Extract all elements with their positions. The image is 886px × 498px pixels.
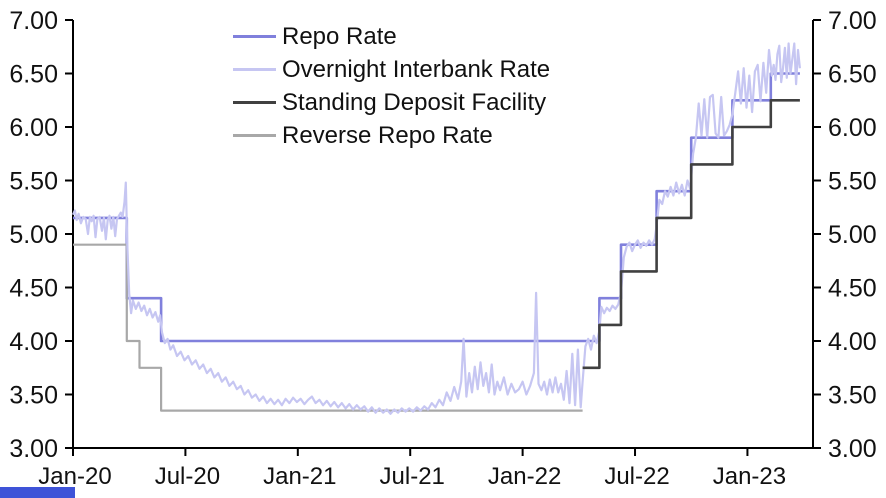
x-axis-label: Jan-20 — [38, 463, 111, 490]
y-axis-label-right: 3.00 — [828, 435, 877, 463]
x-axis-label: Jan-23 — [713, 463, 786, 490]
x-axis-label: Jul-20 — [155, 463, 220, 490]
y-axis-label-left: 3.50 — [9, 382, 58, 410]
y-axis-label-left: 6.50 — [9, 61, 58, 89]
y-axis-label-right: 5.00 — [828, 221, 877, 249]
brand-bar — [0, 487, 75, 498]
y-axis-label-left: 4.00 — [9, 328, 58, 356]
y-axis-label-left: 4.50 — [9, 275, 58, 303]
legend-label-reverse-repo-rate: Reverse Repo Rate — [282, 121, 493, 149]
y-axis-label-left: 6.00 — [9, 114, 58, 142]
x-axis-label: Jan-22 — [488, 463, 561, 490]
y-axis-label-right: 6.00 — [828, 114, 877, 142]
overnight-interbank-rate-line-swatch-icon — [233, 68, 276, 71]
legend-item-overnight-interbank-rate: Overnight Interbank Rate — [233, 53, 550, 86]
legend-item-standing-deposit-facility: Standing Deposit Facility — [233, 86, 550, 119]
y-axis-label-left: 5.00 — [9, 221, 58, 249]
y-axis-label-right: 5.50 — [828, 168, 877, 196]
reverse-repo-rate-line-swatch-icon — [233, 134, 276, 137]
y-axis-label-right: 4.00 — [828, 328, 877, 356]
standing-deposit-facility-line-swatch-icon — [233, 101, 276, 104]
y-axis-label-right: 6.50 — [828, 61, 877, 89]
y-axis-label-left: 7.00 — [9, 7, 58, 35]
legend-item-repo-rate: Repo Rate — [233, 20, 550, 53]
legend-label-overnight-interbank-rate: Overnight Interbank Rate — [282, 55, 551, 83]
y-axis-label-left: 5.50 — [9, 168, 58, 196]
y-axis-label-right: 4.50 — [828, 275, 877, 303]
x-axis-label: Jan-21 — [263, 463, 336, 490]
series-reverse-repo-rate-line — [73, 243, 583, 412]
legend-label-standing-deposit-facility: Standing Deposit Facility — [282, 88, 547, 116]
series-overnight-interbank-rate-line — [71, 42, 801, 415]
legend-item-reverse-repo-rate: Reverse Repo Rate — [233, 119, 550, 152]
repo-rate-line-swatch-icon — [233, 35, 276, 38]
y-axis-label-right: 3.50 — [828, 382, 877, 410]
x-axis-label: Jul-22 — [604, 463, 669, 490]
y-axis-label-right: 7.00 — [828, 7, 877, 35]
legend: Repo Rate Overnight Interbank Rate Stand… — [233, 20, 550, 152]
legend-label-repo-rate: Repo Rate — [282, 22, 397, 50]
y-axis-label-left: 3.00 — [9, 435, 58, 463]
series-standing-deposit-facility-line — [582, 99, 800, 370]
x-axis-label: Jul-21 — [380, 463, 445, 490]
